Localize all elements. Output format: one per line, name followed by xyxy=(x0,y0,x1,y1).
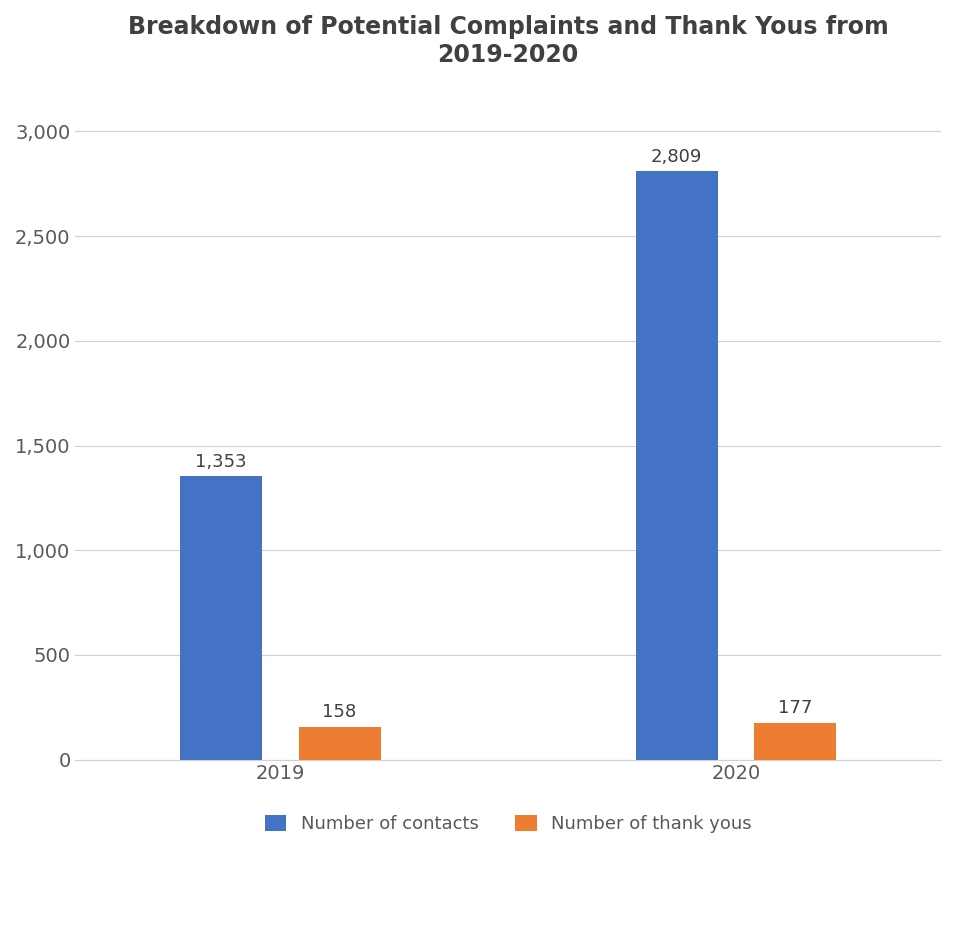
Bar xyxy=(180,476,262,760)
Legend: Number of contacts, Number of thank yous: Number of contacts, Number of thank yous xyxy=(257,808,759,840)
Bar xyxy=(636,171,718,760)
Bar xyxy=(298,726,380,760)
Text: 1,353: 1,353 xyxy=(195,453,247,471)
Text: 177: 177 xyxy=(778,699,813,717)
Text: 158: 158 xyxy=(322,703,357,722)
Bar xyxy=(754,723,836,760)
Title: Breakdown of Potential Complaints and Thank Yous from
2019-2020: Breakdown of Potential Complaints and Th… xyxy=(128,15,888,66)
Text: 2,809: 2,809 xyxy=(651,148,703,167)
